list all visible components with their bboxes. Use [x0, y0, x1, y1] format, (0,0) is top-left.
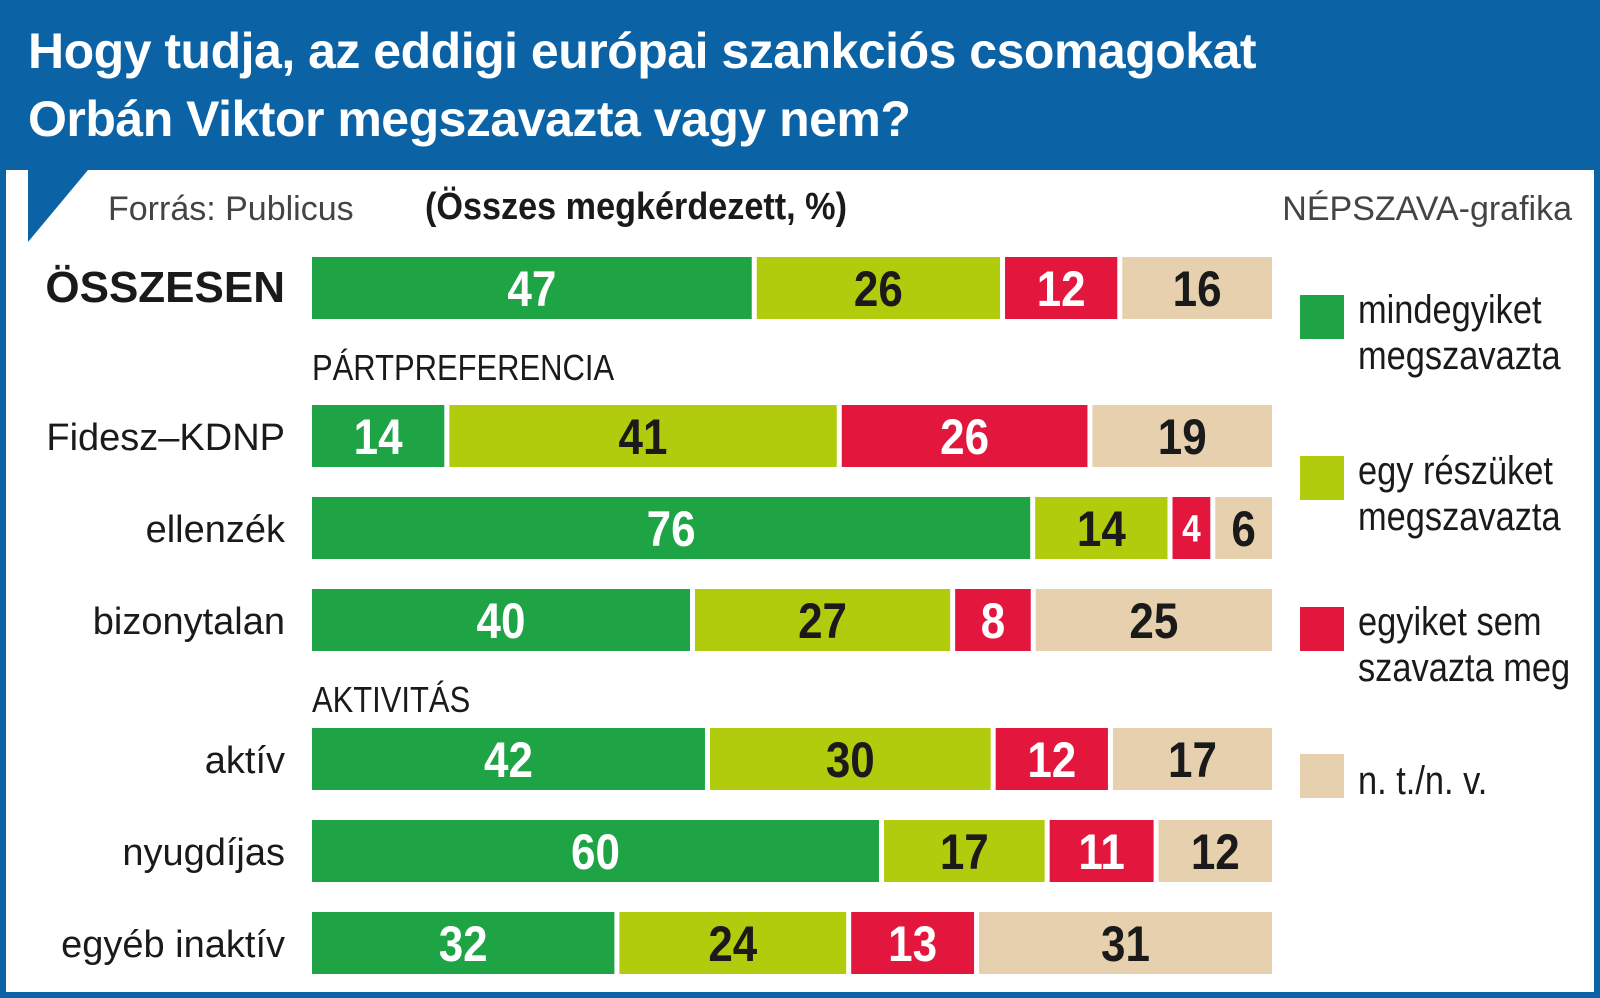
value-label: 8 [981, 592, 1005, 648]
bar-segment-all [312, 912, 615, 974]
header-notch [28, 170, 88, 242]
group-label: AKTIVITÁS [312, 681, 470, 721]
value-label: 16 [1173, 260, 1222, 316]
value-label: 26 [854, 260, 903, 316]
bar-segment-none [841, 405, 1088, 467]
row-label: aktív [205, 740, 285, 782]
chart-title-line-2: Orbán Viktor megszavazta vagy nem? [28, 91, 911, 147]
bar-segment-all [312, 405, 445, 467]
bar-segment-some [619, 912, 847, 974]
value-label: 17 [940, 823, 989, 879]
legend-label: megszavazta [1358, 494, 1561, 539]
value-label: 11 [1078, 823, 1125, 879]
value-label: 40 [477, 592, 526, 648]
value-label: 17 [1168, 731, 1217, 787]
value-label: 12 [1191, 823, 1240, 879]
value-label: 19 [1158, 408, 1207, 464]
value-label: 12 [1027, 731, 1076, 787]
bar-segment-all [312, 728, 705, 790]
value-label: 24 [708, 915, 757, 971]
bar-segment-na [1092, 405, 1272, 467]
bar-segment-some [449, 405, 837, 467]
value-label: 13 [888, 915, 937, 971]
header-band [0, 0, 1600, 170]
bar-segment-none [1005, 257, 1118, 319]
bar-segment-some [884, 820, 1045, 882]
row-label: nyugdíjas [122, 832, 285, 874]
legend-label: egyiket sem [1358, 599, 1542, 644]
bar-segment-none [955, 589, 1031, 651]
bar-segment-some [695, 589, 951, 651]
group-label: PÁRTPREFERENCIA [312, 349, 615, 389]
value-label: 25 [1129, 592, 1178, 648]
value-label: 41 [619, 408, 668, 464]
row-label: egyéb inaktív [61, 924, 285, 966]
value-label: 27 [798, 592, 847, 648]
legend-swatch-none [1300, 607, 1344, 651]
chart-subtitle: (Összes megkérdezett, %) [425, 186, 847, 228]
value-label: 14 [354, 408, 403, 464]
row-label: ellenzék [146, 509, 286, 551]
value-label: 14 [1077, 500, 1126, 556]
bar-segment-none [1049, 820, 1154, 882]
value-label: 4 [1182, 508, 1201, 550]
bar-segment-none [995, 728, 1108, 790]
legend-swatch-na [1300, 754, 1344, 798]
legend-label: szavazta meg [1358, 645, 1570, 690]
bar-segment-some [756, 257, 1001, 319]
row-label: ÖSSZESEN [45, 263, 285, 312]
bar-segment-some [709, 728, 991, 790]
row-label: bizonytalan [93, 601, 285, 643]
bar-segment-na [979, 912, 1272, 974]
value-label: 6 [1231, 500, 1255, 556]
bar-segment-na [1035, 589, 1272, 651]
source-note: Forrás: Publicus [108, 190, 354, 228]
bar-segment-all [312, 820, 879, 882]
legend-label: n. t./n. v. [1358, 758, 1487, 803]
value-label: 31 [1101, 915, 1150, 971]
legend-label: egy részüket [1358, 448, 1554, 493]
row-label: Fidesz–KDNP [46, 417, 285, 459]
legend-swatch-some [1300, 456, 1344, 500]
bar-segment-some [1035, 497, 1168, 559]
value-label: 76 [647, 500, 696, 556]
bar-segment-na [1112, 728, 1272, 790]
graphic-credit: NÉPSZAVA-grafika [1282, 190, 1572, 228]
legend-label: mindegyiket [1358, 287, 1542, 332]
value-label: 26 [940, 408, 989, 464]
bar-segment-na [1158, 820, 1272, 882]
value-label: 42 [484, 731, 533, 787]
chart-title-line-1: Hogy tudja, az eddigi európai szankciós … [28, 23, 1257, 79]
value-label: 32 [439, 915, 488, 971]
bar-segment-none [1172, 497, 1211, 559]
bar-segment-na [1122, 257, 1272, 319]
value-label: 12 [1037, 260, 1086, 316]
bar-segment-all [312, 257, 752, 319]
value-label: 47 [507, 260, 556, 316]
value-label: 30 [826, 731, 875, 787]
bar-segment-none [851, 912, 975, 974]
value-label: 60 [571, 823, 620, 879]
bar-segment-all [312, 589, 690, 651]
bar-segment-na [1215, 497, 1272, 559]
legend-swatch-all [1300, 295, 1344, 339]
bar-segment-all [312, 497, 1031, 559]
legend-label: megszavazta [1358, 333, 1561, 378]
